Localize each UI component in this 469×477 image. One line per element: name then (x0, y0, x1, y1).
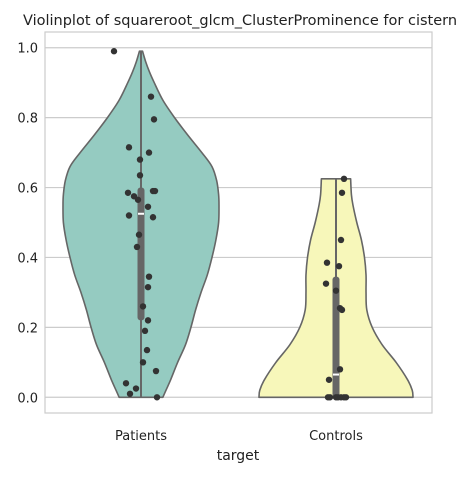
data-point (151, 187, 159, 195)
data-point (153, 394, 161, 401)
y-tick-label: 1.0 (17, 42, 38, 57)
data-point (150, 116, 158, 123)
data-point (132, 385, 140, 392)
data-point (143, 346, 151, 354)
data-point (136, 156, 144, 163)
data-point (141, 327, 149, 335)
y-tick-labels: 0.0 0.2 0.4 0.6 0.8 1.0 (17, 42, 38, 407)
x-tick-labels: Patients Controls (115, 429, 363, 444)
data-point (139, 359, 147, 366)
iqr-box-controls (332, 276, 340, 398)
data-point (322, 280, 330, 287)
chart-title: Violinplot of squareroot_glcm_ClusterPro… (23, 13, 457, 29)
point-layer (110, 48, 350, 401)
data-point (135, 231, 143, 238)
data-point (342, 394, 350, 401)
data-point (338, 306, 346, 314)
data-point (336, 366, 344, 373)
data-point (152, 367, 160, 375)
data-point (338, 189, 346, 196)
data-point (126, 390, 134, 397)
data-point (133, 243, 141, 251)
data-point (144, 283, 152, 291)
data-point (144, 203, 152, 210)
violin-layer (62, 50, 414, 399)
data-point (340, 175, 348, 183)
data-point (337, 236, 345, 244)
data-point (122, 380, 130, 387)
x-tick-label: Patients (115, 429, 167, 444)
data-point (323, 259, 331, 266)
y-tick-label: 0.4 (17, 251, 38, 266)
y-tick-label: 0.6 (17, 182, 38, 197)
data-point (134, 196, 142, 203)
data-point (332, 287, 340, 294)
data-point (335, 262, 343, 270)
iqr-box-patients (137, 187, 145, 321)
data-point (124, 189, 132, 196)
data-point (110, 48, 118, 55)
y-tick-label: 0.0 (17, 391, 38, 406)
data-point (145, 149, 153, 156)
data-point (136, 172, 144, 179)
data-point (145, 273, 153, 280)
data-point (149, 214, 157, 221)
y-tick-label: 0.8 (17, 112, 38, 127)
plot-frame (44, 31, 433, 414)
data-point (144, 317, 152, 324)
data-point (147, 93, 155, 100)
data-point (125, 144, 133, 151)
data-point (325, 376, 333, 383)
x-axis-label: target (217, 448, 260, 464)
y-tick-label: 0.2 (17, 321, 38, 336)
data-point (139, 303, 147, 310)
x-tick-label: Controls (309, 429, 363, 444)
data-point (125, 212, 133, 219)
data-point (326, 394, 334, 401)
